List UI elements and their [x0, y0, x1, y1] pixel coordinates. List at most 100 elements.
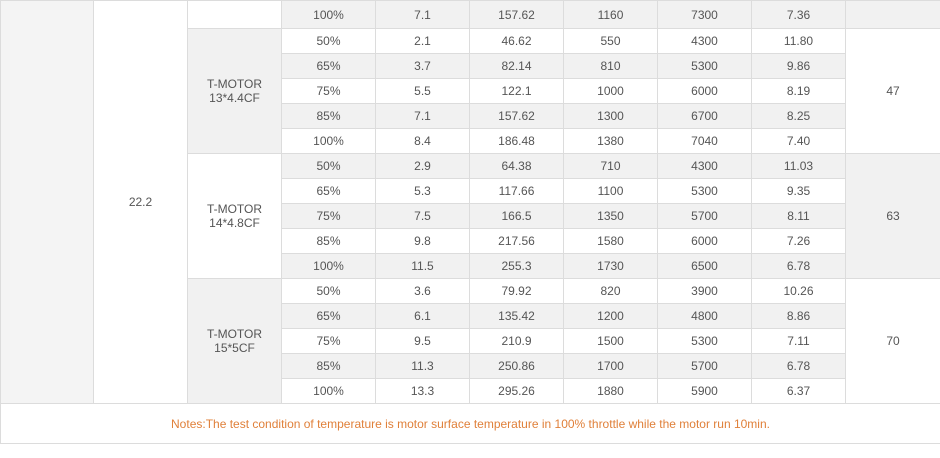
value-cell: 11.3	[375, 353, 470, 379]
value-cell: 50%	[281, 28, 376, 54]
value-cell: 217.56	[469, 228, 564, 254]
value-cell: 5300	[657, 53, 752, 79]
value-cell: 9.86	[751, 53, 846, 79]
value-cell: 1000	[563, 78, 658, 104]
value-cell: 6700	[657, 103, 752, 129]
table-row: 85% 9.8 217.56 1580 6000 7.26	[1, 228, 940, 254]
prop-cell: T-MOTOR 13*4.4CF	[187, 28, 282, 154]
value-cell: 1500	[563, 328, 658, 354]
table-row: 100% 11.5 255.3 1730 6500 6.78	[1, 253, 940, 279]
value-cell: 1200	[563, 303, 658, 329]
table-row: 65% 6.1 135.42 1200 4800 8.86	[1, 303, 940, 329]
value-cell: 100%	[281, 378, 376, 404]
table-row: 75% 9.5 210.9 1500 5300 7.11	[1, 328, 940, 354]
value-cell: 5.3	[375, 178, 470, 204]
value-cell: 64.38	[469, 153, 564, 179]
prop-label: T-MOTOR	[206, 77, 263, 91]
value-cell: 186.48	[469, 128, 564, 154]
temperature-cell	[845, 0, 940, 29]
value-cell: 85%	[281, 103, 376, 129]
value-cell: 11.80	[751, 28, 846, 54]
temperature-cell: 47	[845, 28, 940, 154]
value-cell: 7.5	[375, 203, 470, 229]
value-cell: 5300	[657, 178, 752, 204]
value-cell: 11.03	[751, 153, 846, 179]
value-cell: 820	[563, 278, 658, 304]
value-cell: 1350	[563, 203, 658, 229]
value-cell: 75%	[281, 78, 376, 104]
value-cell: 6000	[657, 228, 752, 254]
value-cell: 9.8	[375, 228, 470, 254]
value-cell: 85%	[281, 353, 376, 379]
prop-cell: T-MOTOR 15*5CF	[187, 278, 282, 404]
value-cell: 6.78	[751, 353, 846, 379]
value-cell: 75%	[281, 328, 376, 354]
prop-label: T-MOTOR	[206, 327, 263, 341]
value-cell: 6.1	[375, 303, 470, 329]
value-cell: 75%	[281, 203, 376, 229]
value-cell: 122.1	[469, 78, 564, 104]
value-cell: 7040	[657, 128, 752, 154]
table-row: Notes:The test condition of temperature …	[0, 403, 940, 444]
value-cell: 135.42	[469, 303, 564, 329]
value-cell: 1730	[563, 253, 658, 279]
value-cell: 7.40	[751, 128, 846, 154]
value-cell: 2.1	[375, 28, 470, 54]
value-cell: 13.3	[375, 378, 470, 404]
value-cell: 4300	[657, 28, 752, 54]
value-cell: 1580	[563, 228, 658, 254]
value-cell: 1380	[563, 128, 658, 154]
value-cell: 5700	[657, 353, 752, 379]
value-cell: 8.25	[751, 103, 846, 129]
prop-label: T-MOTOR	[206, 202, 263, 216]
value-cell: 65%	[281, 303, 376, 329]
value-cell: 11.5	[375, 253, 470, 279]
table-row: 100% 13.3 295.26 1880 5900 6.37	[1, 378, 940, 404]
value-cell: 6.78	[751, 253, 846, 279]
value-cell: 8.86	[751, 303, 846, 329]
value-cell: 710	[563, 153, 658, 179]
value-cell: 9.35	[751, 178, 846, 204]
prop-label: 13*4.4CF	[209, 91, 260, 105]
value-cell: 1160	[563, 0, 658, 29]
prop-label: 14*4.8CF	[209, 216, 260, 230]
value-cell: 3.7	[375, 53, 470, 79]
value-cell: 1700	[563, 353, 658, 379]
value-cell: 7.1	[375, 0, 470, 29]
performance-table: 22.2 100% 7.1 157.62 1160 7300 7.36 T-MOTOR 13*4…	[0, 0, 940, 444]
value-cell: 5300	[657, 328, 752, 354]
value-cell: 157.62	[469, 0, 564, 29]
value-cell: 6.37	[751, 378, 846, 404]
value-cell: 6000	[657, 78, 752, 104]
value-cell: 1300	[563, 103, 658, 129]
value-cell: 46.62	[469, 28, 564, 54]
value-cell: 810	[563, 53, 658, 79]
value-cell: 50%	[281, 153, 376, 179]
value-cell: 295.26	[469, 378, 564, 404]
value-cell: 5700	[657, 203, 752, 229]
side-cell	[0, 0, 94, 404]
prop-cell: T-MOTOR 14*4.8CF	[187, 153, 282, 279]
value-cell: 100%	[281, 0, 376, 29]
value-cell: 2.9	[375, 153, 470, 179]
table-row: 22.2 100% 7.1 157.62 1160 7300 7.36	[0, 0, 940, 404]
notes: Notes:The test condition of temperature …	[0, 403, 940, 444]
value-cell: 7.36	[751, 0, 846, 29]
value-cell: 157.62	[469, 103, 564, 129]
value-cell: 65%	[281, 53, 376, 79]
value-cell: 85%	[281, 228, 376, 254]
value-cell: 9.5	[375, 328, 470, 354]
value-cell: 3900	[657, 278, 752, 304]
value-cell: 79.92	[469, 278, 564, 304]
value-cell: 255.3	[469, 253, 564, 279]
table-row: T-MOTOR 13*4.4CF 50% 2.1 46.62 550 4300 11.80 47	[1, 28, 940, 154]
table-row: 85% 7.1 157.62 1300 6700 8.25	[1, 103, 940, 129]
value-cell: 8.11	[751, 203, 846, 229]
temperature-cell: 70	[845, 278, 940, 404]
value-cell: 5.5	[375, 78, 470, 104]
value-cell: 4800	[657, 303, 752, 329]
value-cell: 5900	[657, 378, 752, 404]
table-row: 85% 11.3 250.86 1700 5700 6.78	[1, 353, 940, 379]
prop-cell	[187, 0, 282, 29]
